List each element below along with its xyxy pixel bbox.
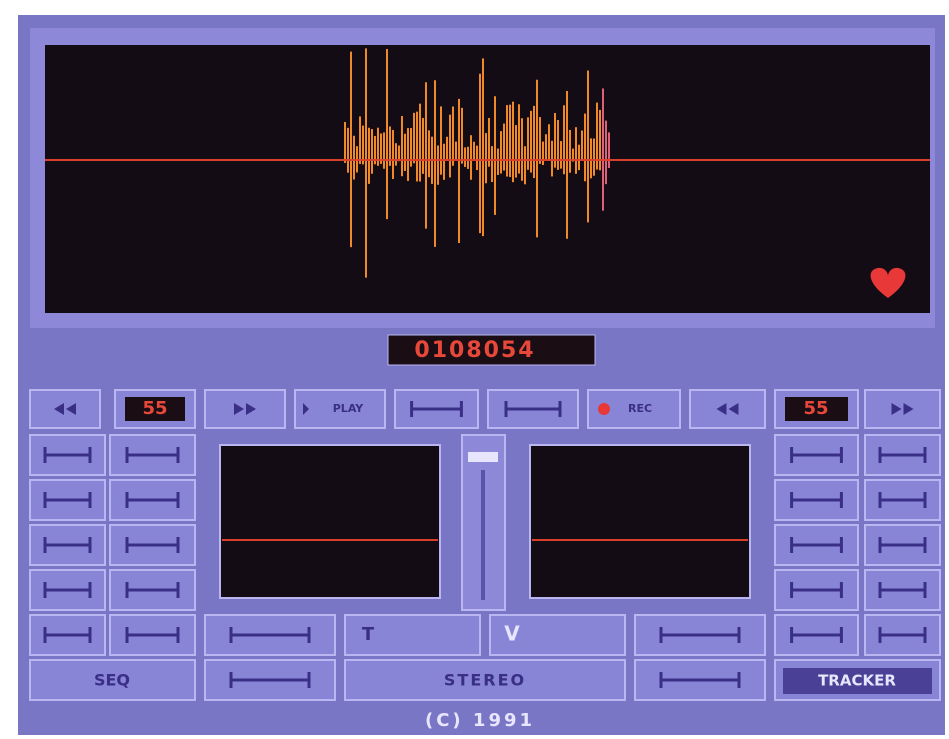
counter: 0108054	[414, 338, 535, 363]
t-label: T	[362, 624, 375, 645]
left-speed: 55	[142, 398, 167, 419]
sampler-screen: 0108054 55 PLAY REC 55 T V SEQ STEREO TR…	[0, 0, 949, 739]
transport-button[interactable]	[865, 390, 940, 428]
transport-button[interactable]	[690, 390, 765, 428]
stereo-button-label: STEREO	[444, 671, 526, 690]
transport-button[interactable]	[205, 390, 285, 428]
transport-button[interactable]	[30, 390, 100, 428]
rec-label: REC	[628, 402, 652, 415]
tracker-button-label: TRACKER	[818, 672, 896, 690]
rec-icon	[598, 403, 610, 415]
left-scope	[220, 445, 440, 598]
copyright: (C) 1991	[425, 710, 535, 731]
right-scope	[530, 445, 750, 598]
v-label: V	[504, 622, 520, 646]
right-speed: 55	[803, 398, 828, 419]
seq-button-label: SEQ	[94, 671, 130, 690]
play-label: PLAY	[333, 402, 365, 415]
waveform-display	[45, 45, 930, 313]
fader-knob[interactable]	[468, 452, 498, 462]
